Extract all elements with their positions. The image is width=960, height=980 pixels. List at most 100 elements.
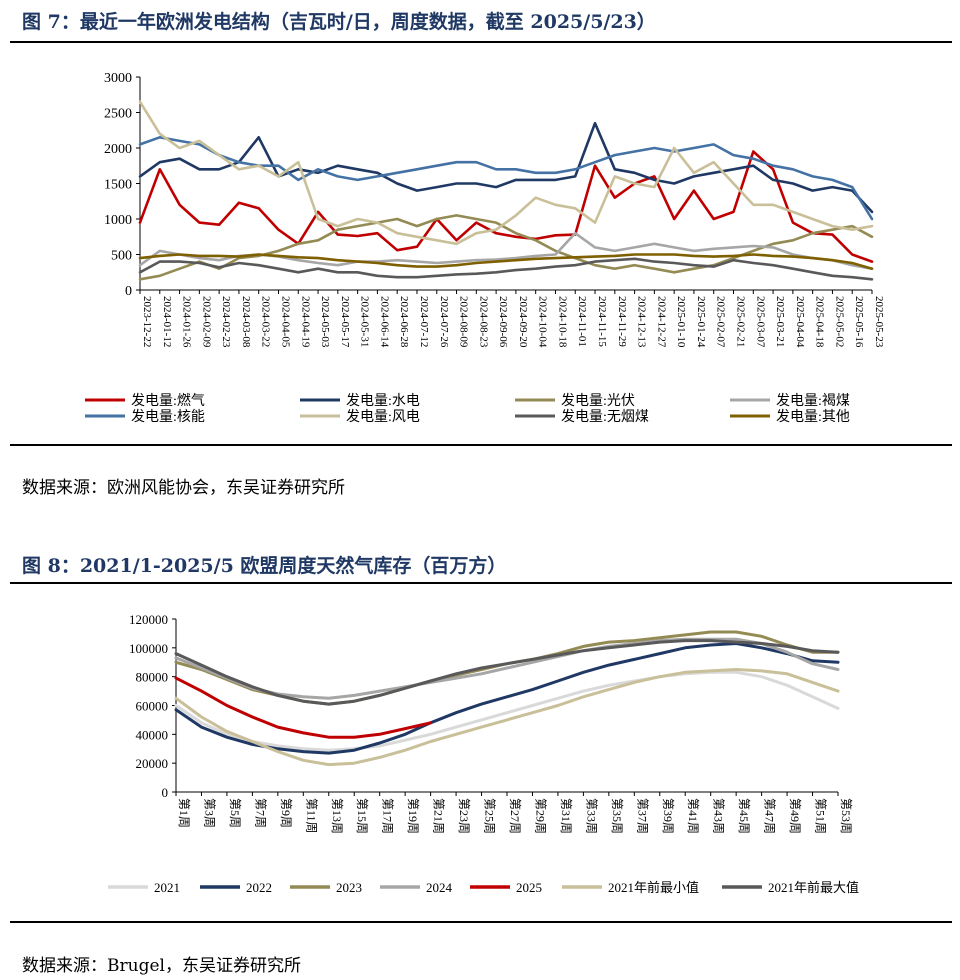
- x-tick-label: 第9周: [279, 798, 293, 828]
- x-tick-label: 2025-04-18: [814, 296, 826, 348]
- series-line-6: [138, 257, 874, 281]
- figure-7-top-rule: [10, 41, 952, 43]
- y-tick-label: 60000: [136, 699, 169, 714]
- series-line-5: [138, 100, 874, 246]
- x-tick-label: 2025-03-21: [774, 296, 786, 347]
- y-tick-label: 100000: [129, 641, 168, 656]
- x-tick-label: 2025-01-24: [695, 296, 707, 348]
- x-tick-label: 2024-10-04: [537, 296, 549, 348]
- x-tick-label: 2024-05-03: [319, 296, 331, 348]
- x-tick-label: 2024-04-19: [299, 296, 311, 348]
- figure-7-source: 数据来源：欧洲风能协会，东吴证券研究所: [22, 478, 345, 498]
- x-tick-label: 2024-05-17: [339, 296, 351, 348]
- x-tick-label: 第7周: [253, 798, 267, 828]
- series-line-0: [138, 150, 874, 263]
- x-tick-label: 第35周: [610, 798, 624, 834]
- x-tick-label: 2023-12-22: [141, 296, 153, 347]
- x-tick-label: 2024-04-05: [279, 296, 291, 348]
- figure-8-bottom-rule: [10, 921, 952, 923]
- gas-storage-chart: 120000100000800006000040000200000第1周 第3周第…: [108, 612, 859, 895]
- x-tick-label: 2024-07-12: [418, 296, 430, 347]
- x-tick-label: 第31周: [559, 798, 573, 834]
- series-line-3: [174, 637, 840, 700]
- y-tick-label: 0: [162, 785, 169, 800]
- x-tick-label: 第21周: [432, 798, 446, 834]
- x-tick-label: 第23周: [457, 798, 471, 834]
- generation-mix-chart: 3000 2500 2000 1500 1000 500 0 2023-12-22 2024-0…: [85, 71, 885, 425]
- x-tick-label: 第15周: [355, 798, 369, 834]
- legend-label-5: 2021年前最小值: [608, 880, 699, 895]
- legend-label-1: 2022: [246, 880, 272, 895]
- legend-label-3: 发电量:褐煤: [776, 393, 850, 409]
- y-tick-label: 120000: [129, 612, 168, 627]
- x-tick-label: 第49周: [788, 798, 802, 834]
- x-tick-label: 2024-12-27: [655, 296, 667, 348]
- series-line-4: [174, 676, 433, 739]
- x-tick-label: 第33周: [584, 798, 598, 834]
- x-tick-label: 第1周: [177, 798, 191, 828]
- x-tick-label: 2024-06-28: [398, 296, 410, 348]
- x-tick-label: 2024-02-09: [200, 296, 212, 348]
- x-tick-label: 2024-02-23: [220, 296, 232, 348]
- series-line-0: [174, 670, 840, 752]
- series-line-1: [174, 642, 840, 755]
- x-tick-label: 第45周: [737, 798, 751, 834]
- y-tick-label: 1500: [104, 178, 132, 193]
- y-tick-label: 2000: [104, 142, 132, 157]
- x-tick-label: 2025-02-07: [715, 296, 727, 348]
- x-tick-label: 2025-05-23: [873, 296, 885, 348]
- x-tick-label: 第53周: [839, 798, 853, 834]
- x-tick-label: 第25周: [483, 798, 497, 834]
- figure-8-title: 图 8：2021/1-2025/5 欧盟周度天然气库存（百万方）: [22, 555, 507, 577]
- series-line-7: [138, 253, 874, 270]
- x-tick-label: 第11周: [304, 798, 318, 834]
- figure-7-title: 图 7：最近一年欧洲发电结构（吉瓦时/日，周度数据，截至 2025/5/23）: [22, 11, 656, 33]
- legend-label-4: 发电量:核能: [131, 409, 205, 425]
- legend-label-2: 2023: [336, 880, 362, 895]
- y-tick-label: 0: [125, 284, 132, 299]
- x-tick-label: 第41周: [686, 798, 700, 834]
- x-tick-label: 第27周: [508, 798, 522, 834]
- x-tick-label: 2025-03-07: [754, 296, 766, 348]
- x-tick-label: 2024-09-20: [517, 296, 529, 348]
- x-tick-label: 第17周: [381, 798, 395, 834]
- x-tick-label: 第47周: [763, 798, 777, 834]
- figure-8-source: 数据来源：Brugel，东吴证券研究所: [22, 956, 301, 976]
- x-tick-label: 2024-06-14: [378, 296, 390, 348]
- legend-label-1: 发电量:水电: [346, 393, 420, 409]
- x-tick-label: 2024-01-26: [181, 296, 193, 348]
- legend-label-0: 2021: [154, 880, 180, 895]
- y-tick-label: 80000: [136, 670, 169, 685]
- x-tick-label: 第51周: [814, 798, 828, 834]
- x-tick-label: 第19周: [406, 798, 420, 834]
- x-tick-label: 2024-09-06: [497, 296, 509, 348]
- x-tick-label: 第43周: [712, 798, 726, 834]
- x-tick-label: 2024-12-13: [636, 296, 648, 348]
- x-tick-label: 第37周: [635, 798, 649, 834]
- x-tick-label: 2024-03-08: [240, 296, 252, 348]
- y-tick-label: 3000: [104, 71, 132, 86]
- x-tick-label: 第39周: [661, 798, 675, 834]
- y-tick-label: 40000: [136, 727, 169, 742]
- legend-label-7: 发电量:其他: [776, 409, 850, 425]
- x-tick-label: 2024-11-15: [596, 296, 608, 347]
- legend-label-2: 发电量:光伏: [561, 393, 635, 409]
- x-tick-label: 2024-08-09: [458, 296, 470, 348]
- x-tick-label: 2024-03-22: [260, 296, 272, 347]
- legend-label-4: 2025: [516, 880, 542, 895]
- legend-label-3: 2024: [426, 880, 453, 895]
- x-tick-label: 第13周: [330, 798, 344, 834]
- x-tick-label: 2024-05-31: [359, 296, 371, 347]
- series-line-4: [138, 136, 874, 221]
- x-tick-label: 2024-11-29: [616, 296, 628, 347]
- legend-label-6: 发电量:无烟煤: [561, 409, 649, 425]
- y-tick-label: 1000: [104, 213, 132, 228]
- y-tick-label: 2500: [104, 107, 132, 122]
- x-tick-label: 2025-04-04: [794, 296, 806, 348]
- x-tick-label: 2024-01-12: [161, 296, 173, 347]
- x-tick-label: 2025-02-21: [735, 296, 747, 347]
- x-tick-label: 第29周: [533, 798, 547, 834]
- legend-label-0: 发电量:燃气: [131, 392, 205, 409]
- y-tick-label: 20000: [136, 756, 169, 771]
- x-tick-label: 2024-11-01: [576, 296, 588, 347]
